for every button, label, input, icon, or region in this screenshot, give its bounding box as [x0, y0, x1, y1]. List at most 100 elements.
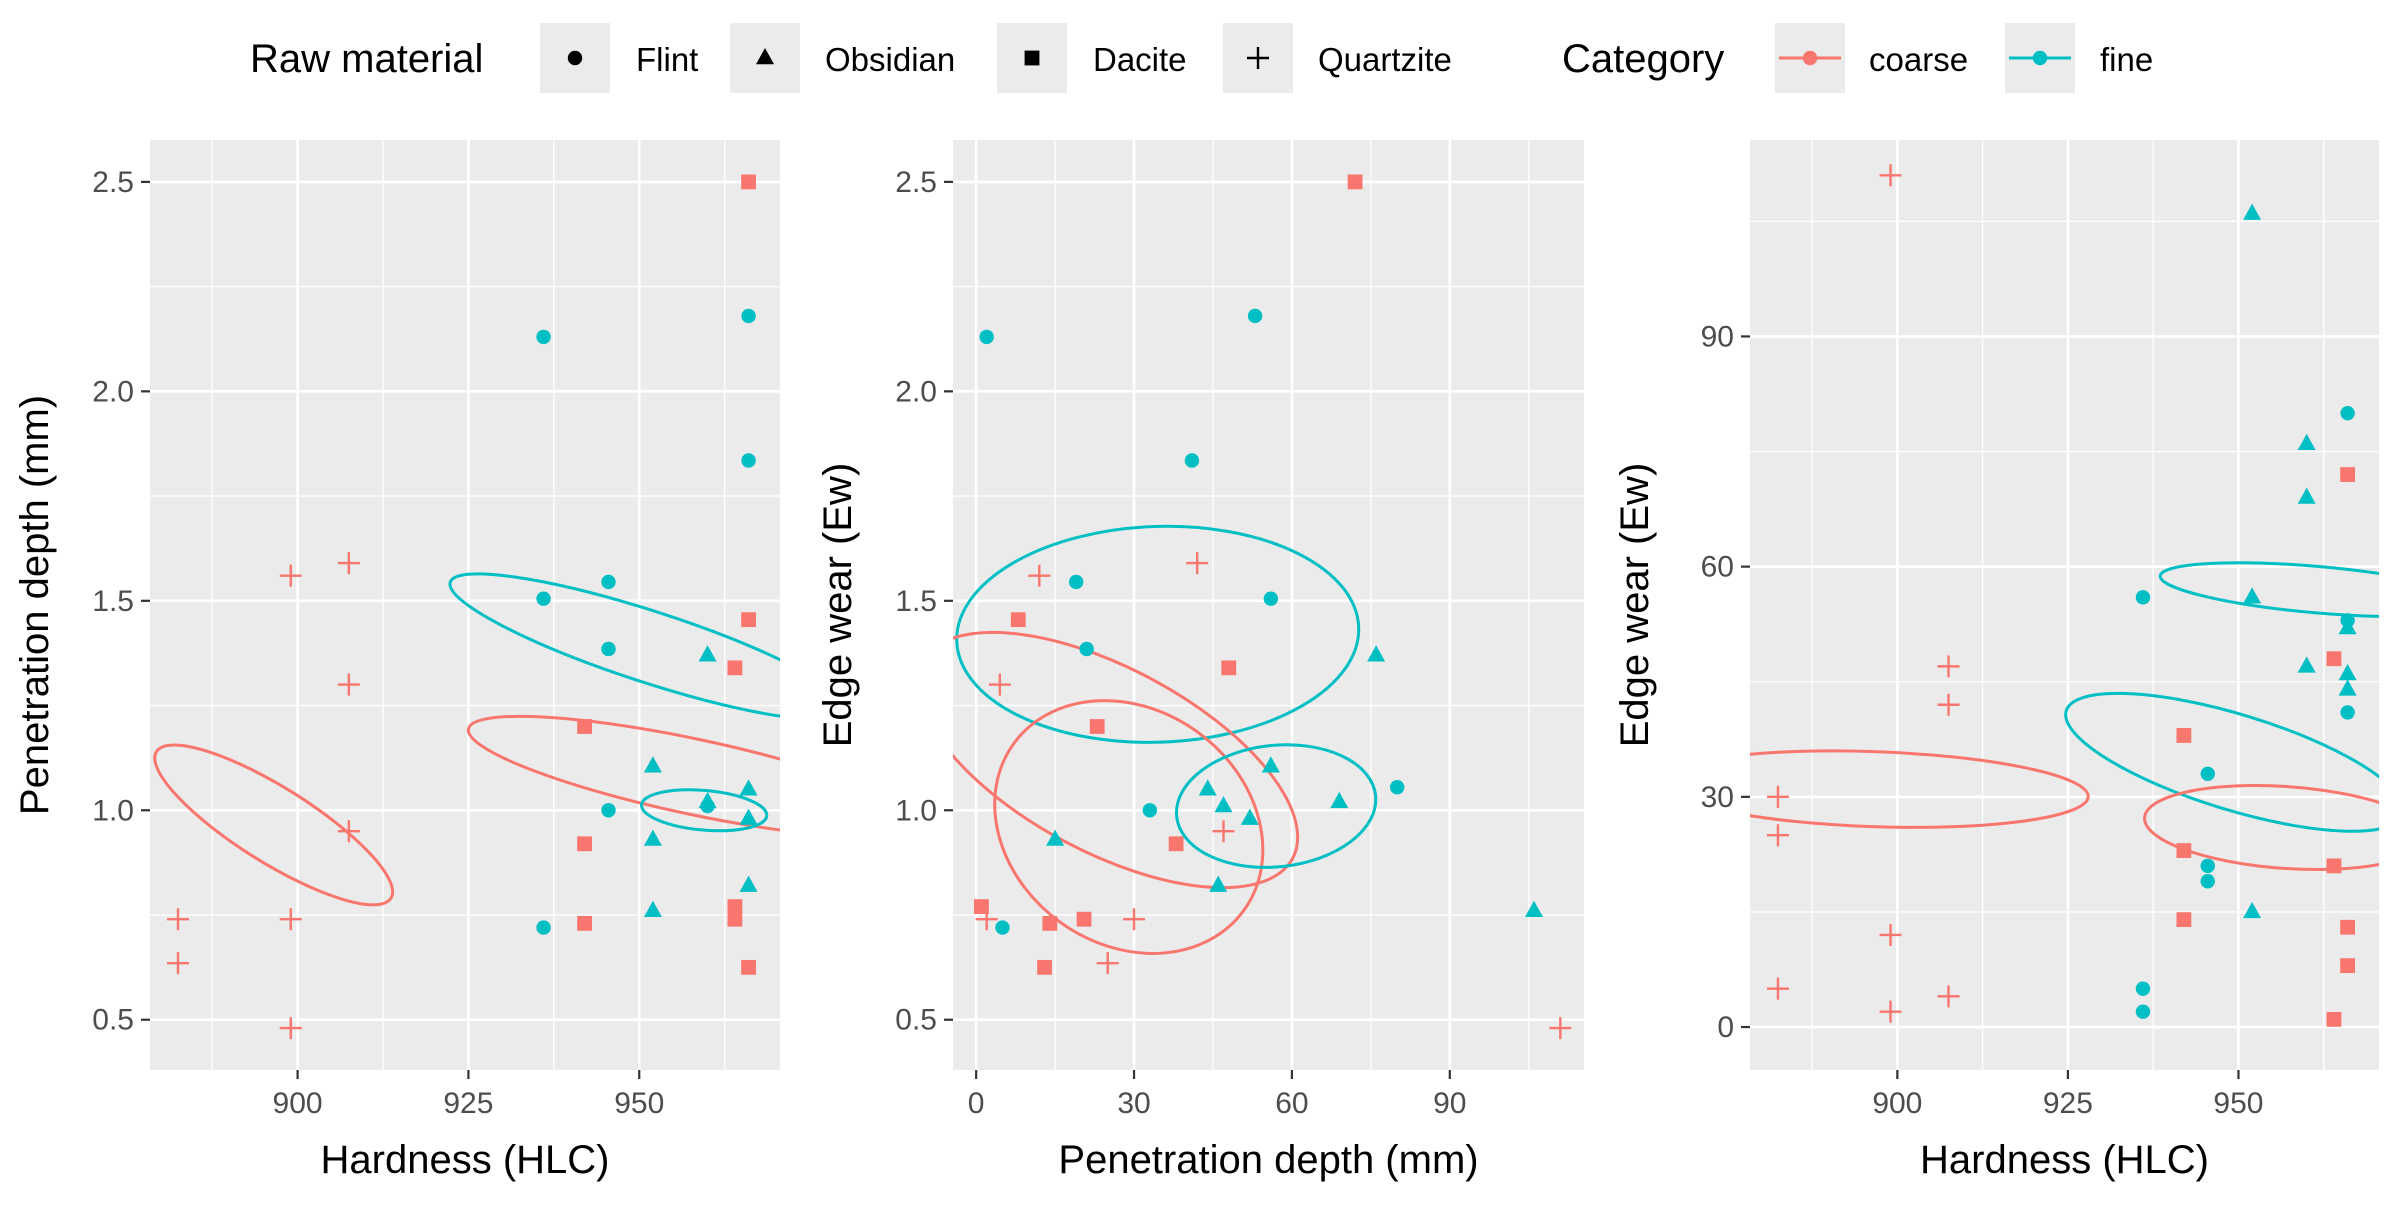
point-coarse-square-12 [577, 836, 592, 852]
point-fine-triangle-22 [2297, 487, 2316, 504]
point-coarse-square-11 [577, 719, 592, 734]
point-fine-triangle-31 [1367, 645, 1386, 662]
y-tick-label: 1.5 [92, 585, 134, 618]
legend-label-obsidian: Obsidian [825, 41, 955, 78]
point-fine-circle-8 [536, 329, 551, 345]
point-fine-circle-29 [741, 308, 756, 324]
point-coarse-plus-2 [975, 908, 998, 931]
point-fine-circle-4 [995, 920, 1010, 935]
point-fine-triangle-9 [1046, 829, 1065, 846]
axes: 900 925 950 0.5 1.0 1.5 2.0 2.5 Hardness (HLC) Pe… [13, 166, 664, 1182]
point-coarse-plus-8 [1937, 985, 1960, 1008]
legend-glyph-quartzite [1247, 47, 1269, 69]
y-tick-label: 2.5 [92, 166, 134, 199]
points [167, 174, 758, 1040]
point-fine-triangle-33 [1525, 900, 1544, 918]
point-fine-circle-15 [2200, 766, 2215, 782]
ellipse-coarse-1 [953, 630, 1300, 890]
points [1766, 164, 2357, 1027]
point-fine-circle-27 [1263, 591, 1279, 606]
point-fine-circle-30 [2340, 405, 2355, 421]
point-coarse-square-12 [2176, 728, 2192, 743]
panel-hardness-vs-edgewear: 900 925 950 0 30 60 90 Hardness (HLC) Edge wear … [1613, 140, 2379, 1182]
x-tick-label: 900 [273, 1087, 323, 1120]
point-fine-circle-18 [1184, 453, 1200, 468]
point-coarse-square-28 [2340, 919, 2356, 935]
point-coarse-square-8 [1042, 915, 1058, 931]
point-coarse-square-28 [741, 959, 756, 975]
y-axis-label: Penetration depth (mm) [13, 395, 57, 815]
point-fine-circle-15 [601, 641, 616, 657]
legend-label-flint: Flint [636, 41, 698, 78]
y-tick-label: 30 [1701, 781, 1734, 814]
point-fine-triangle-18 [643, 829, 662, 846]
point-fine-circle-10 [1068, 574, 1084, 590]
legend-glyph-fine [2009, 50, 2071, 66]
y-tick-label: 2.0 [895, 375, 937, 408]
y-axis-label: Edge wear (Ew) [1613, 463, 1657, 748]
x-tick-label: 90 [1433, 1087, 1466, 1120]
point-coarse-plus-19 [1186, 552, 1209, 575]
legend-title-raw-material: Raw material [250, 37, 483, 81]
ellipses [953, 524, 1378, 955]
point-fine-triangle-17 [643, 756, 662, 773]
ellipse-coarse-2 [466, 714, 780, 839]
point-coarse-square-24 [2326, 651, 2342, 667]
point-fine-triangle-19 [643, 900, 662, 918]
point-coarse-plus-3 [279, 908, 302, 931]
y-tick-label: 60 [1701, 551, 1734, 584]
point-coarse-square-17 [1168, 836, 1184, 852]
ellipses [153, 572, 780, 907]
point-fine-triangle-29 [1330, 791, 1349, 809]
y-tick-label: 0.5 [895, 1004, 937, 1037]
point-coarse-plus-3 [988, 673, 1011, 696]
point-fine-triangle-33 [2338, 618, 2357, 635]
point-fine-triangle-20 [2243, 901, 2262, 919]
y-tick-label: 1.0 [895, 794, 937, 827]
y-axis-label: Edge wear (Ew) [816, 463, 860, 748]
points [974, 174, 1572, 1040]
legend-glyph-obsidian [756, 48, 774, 65]
legend-glyph-flint [567, 50, 583, 66]
point-fine-triangle-21 [2297, 433, 2316, 451]
point-coarse-square-26 [2326, 1011, 2342, 1027]
y-tick-label: 0.5 [92, 1004, 134, 1037]
point-fine-circle-16 [601, 803, 616, 818]
point-fine-triangle-18 [2243, 203, 2262, 220]
axes: 0 30 60 90 0.5 1.0 1.5 2.0 2.5 Penetration depth … [816, 166, 1479, 1182]
y-tick-label: 2.5 [895, 166, 937, 199]
point-coarse-square-5 [1010, 612, 1026, 628]
point-fine-circle-10 [536, 920, 551, 935]
y-tick-label: 1.0 [92, 794, 134, 827]
point-coarse-plus-0 [1766, 785, 1789, 808]
ellipse-fine-3 [2158, 561, 2379, 619]
panel-penetration-vs-edgewear: 0 30 60 90 0.5 1.0 1.5 2.0 2.5 Penetration depth … [816, 140, 1584, 1182]
x-tick-label: 900 [1872, 1087, 1922, 1120]
point-fine-triangle-34 [2338, 664, 2357, 681]
point-coarse-plus-6 [337, 673, 360, 696]
legend: Raw material Flint Obsidian Dacite Quart… [250, 23, 2153, 93]
point-fine-circle-32 [1389, 780, 1405, 795]
x-tick-label: 950 [614, 1087, 664, 1120]
point-fine-triangle-31 [739, 779, 758, 796]
legend-glyph-dacite [1024, 50, 1040, 66]
point-fine-triangle-20 [1198, 779, 1217, 796]
point-coarse-plus-5 [337, 552, 360, 575]
point-coarse-plus-34 [1549, 1017, 1572, 1040]
point-coarse-square-30 [1347, 174, 1363, 190]
point-coarse-plus-7 [337, 820, 360, 843]
point-coarse-square-7 [1037, 959, 1052, 975]
x-tick-label: 30 [1117, 1087, 1150, 1120]
point-coarse-square-25 [2326, 858, 2342, 874]
point-fine-triangle-28 [1261, 756, 1280, 773]
point-coarse-square-14 [2176, 912, 2192, 928]
y-tick-label: 0 [1717, 1011, 1734, 1044]
point-fine-triangle-22 [1214, 796, 1233, 813]
point-coarse-square-24 [727, 899, 743, 915]
point-coarse-square-23 [727, 660, 743, 676]
legend-label-quartzite: Quartzite [1318, 41, 1452, 78]
x-tick-label: 60 [1275, 1087, 1308, 1120]
point-coarse-square-13 [577, 915, 592, 931]
